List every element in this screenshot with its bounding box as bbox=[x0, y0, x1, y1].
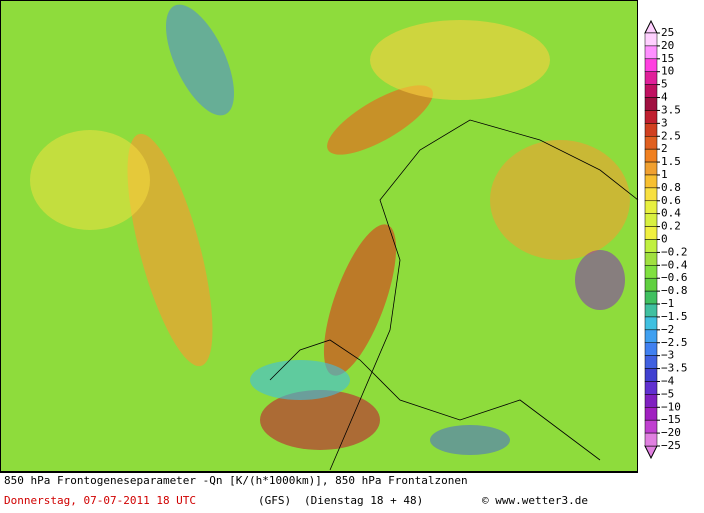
colorbar-band bbox=[644, 277, 658, 292]
colorbar-label: 1 bbox=[661, 168, 668, 181]
colorbar-label: 25 bbox=[661, 26, 674, 39]
field-blob bbox=[127, 133, 213, 367]
colorbar-label: −4 bbox=[661, 374, 675, 387]
colorbar-label: −5 bbox=[661, 387, 674, 400]
colorbar-label: −1.5 bbox=[661, 310, 688, 323]
field-blob bbox=[323, 224, 397, 376]
colorbar-label: −0.2 bbox=[661, 245, 688, 258]
colorbar-label: 2.5 bbox=[661, 129, 681, 142]
map bbox=[0, 0, 639, 472]
colorbar-label: 4 bbox=[661, 91, 668, 104]
colorbar-band bbox=[644, 148, 658, 163]
colorbar-band bbox=[644, 174, 658, 189]
colorbar-label: −0.6 bbox=[661, 271, 688, 284]
colorbar-label: −0.4 bbox=[661, 258, 688, 271]
colorbar-band bbox=[644, 161, 658, 176]
colorbar-band bbox=[644, 329, 658, 343]
field-blob bbox=[327, 85, 433, 155]
colorbar-band bbox=[644, 58, 658, 72]
colorbar-band bbox=[644, 265, 658, 279]
colorbar-label: −15 bbox=[661, 413, 681, 426]
colorbar-band bbox=[644, 187, 658, 202]
colorbar-label: 0.6 bbox=[661, 194, 681, 207]
colorbar-label: −2.5 bbox=[661, 336, 688, 349]
footer-run: (Dienstag 18 + 48) bbox=[304, 494, 423, 507]
footer-title: 850 hPa Frontogeneseparameter -Qn [K/(h*… bbox=[4, 474, 468, 487]
colorbar-band bbox=[644, 355, 658, 369]
field-blob bbox=[370, 20, 550, 100]
colorbar: 25201510543.532.521.510.80.60.40.20−0.2−… bbox=[644, 19, 688, 460]
footer-model: (GFS) bbox=[258, 494, 291, 507]
colorbar-label: −3 bbox=[661, 349, 674, 362]
colorbar-label: −10 bbox=[661, 400, 681, 413]
field-blob bbox=[260, 390, 380, 450]
colorbar-label: −3.5 bbox=[661, 362, 688, 375]
coastline bbox=[269, 339, 601, 461]
colorbar-band bbox=[644, 123, 658, 137]
colorbar-label: 10 bbox=[661, 65, 674, 78]
colorbar-band bbox=[644, 407, 658, 421]
colorbar-band bbox=[644, 71, 658, 85]
colorbar-label: −2 bbox=[661, 323, 674, 336]
colorbar-band bbox=[644, 394, 658, 408]
colorbar-band bbox=[644, 303, 658, 318]
colorbar-band bbox=[644, 381, 658, 395]
field-blob bbox=[30, 130, 150, 230]
colorbar-label: 15 bbox=[661, 52, 674, 65]
colorbar-band bbox=[644, 368, 658, 382]
colorbar-label: 0.2 bbox=[661, 220, 681, 233]
colorbar-label: 20 bbox=[661, 39, 674, 52]
coastline bbox=[329, 119, 639, 471]
field-blob bbox=[250, 360, 350, 400]
colorbar-band bbox=[644, 32, 658, 47]
colorbar-band bbox=[644, 45, 658, 60]
colorbar-label: 0.8 bbox=[661, 181, 681, 194]
colorbar-band bbox=[644, 432, 658, 447]
colorbar-label: −20 bbox=[661, 426, 681, 439]
colorbar-label: 0.4 bbox=[661, 207, 681, 220]
colorbar-band bbox=[644, 84, 658, 98]
colorbar-label: 0 bbox=[661, 233, 668, 246]
colorbar-label: 1.5 bbox=[661, 155, 681, 168]
colorbar-band bbox=[644, 239, 658, 253]
map-frame bbox=[0, 0, 638, 472]
footer-credit: © www.wetter3.de bbox=[482, 494, 588, 507]
field-blob bbox=[575, 250, 625, 310]
colorbar-band bbox=[644, 200, 658, 214]
field-blob bbox=[490, 140, 630, 260]
colorbar-band bbox=[644, 419, 658, 434]
colorbar-band bbox=[644, 290, 658, 305]
colorbar-band bbox=[644, 252, 658, 266]
colorbar-label: 5 bbox=[661, 78, 668, 91]
colorbar-label: 3 bbox=[661, 116, 668, 129]
colorbar-label: −25 bbox=[661, 439, 681, 452]
colorbar-label: −0.8 bbox=[661, 284, 688, 297]
footer-date: Donnerstag, 07-07-2011 18 UTC bbox=[4, 494, 196, 507]
colorbar-band bbox=[644, 97, 658, 111]
colorbar-label: 2 bbox=[661, 142, 668, 155]
colorbar-band bbox=[644, 342, 658, 356]
field-blob bbox=[430, 425, 510, 455]
colorbar-band bbox=[644, 316, 658, 331]
colorbar-band bbox=[644, 226, 658, 240]
colorbar-label: −1 bbox=[661, 297, 674, 310]
colorbar-band bbox=[644, 136, 658, 150]
colorbar-band bbox=[644, 110, 658, 124]
colorbar-band bbox=[644, 213, 658, 227]
colorbar-label: 3.5 bbox=[661, 103, 681, 116]
field-blob bbox=[165, 4, 235, 116]
